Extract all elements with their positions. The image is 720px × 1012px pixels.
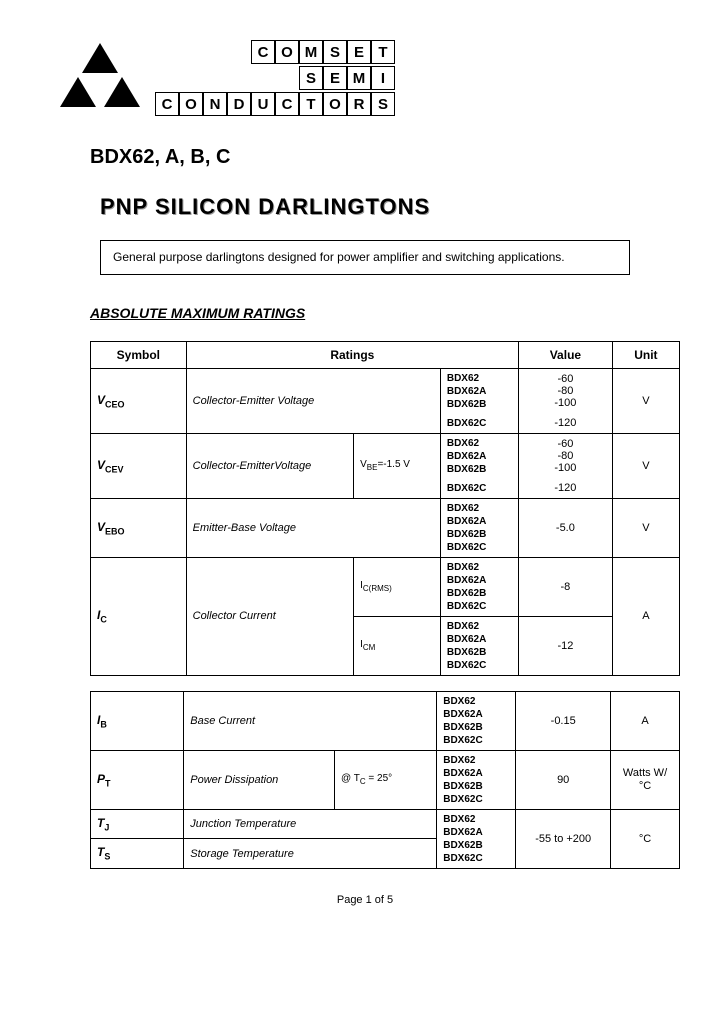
ratings-table-2: IB Base Current BDX62BDX62ABDX62BBDX62C … xyxy=(90,691,680,869)
header-value: Value xyxy=(519,341,613,368)
logo-triangle-icon xyxy=(60,43,140,113)
header-unit: Unit xyxy=(612,341,679,368)
header-ratings: Ratings xyxy=(186,341,518,368)
table-row: PT Power Dissipation @ TC = 25° BDX62BDX… xyxy=(91,750,680,809)
table-row: VEBO Emitter-Base Voltage BDX62BDX62ABDX… xyxy=(91,498,680,557)
section-heading: ABSOLUTE MAXIMUM RATINGS xyxy=(90,305,670,321)
part-number: BDX62, A, B, C xyxy=(90,146,670,169)
description-box: General purpose darlingtons designed for… xyxy=(100,240,630,275)
company-name: COMSET SEMI CONDUCTORS xyxy=(155,40,395,116)
page-footer: Page 1 of 5 xyxy=(60,894,670,906)
company-logo: COMSET SEMI CONDUCTORS xyxy=(60,40,670,116)
table-header-row: Symbol Ratings Value Unit xyxy=(91,341,680,368)
table-row: VCEV Collector-EmitterVoltage VBE=-1.5 V… xyxy=(91,433,680,479)
table-row: VCEO Collector-Emitter Voltage BDX62BDX6… xyxy=(91,368,680,414)
table-row: TJ Junction Temperature BDX62BDX62ABDX62… xyxy=(91,809,680,839)
document-title: PNP SILICON DARLINGTONS xyxy=(100,194,670,220)
table-row: IC Collector Current IC(RMS) BDX62BDX62A… xyxy=(91,557,680,616)
header-symbol: Symbol xyxy=(91,341,187,368)
table-row: IB Base Current BDX62BDX62ABDX62BBDX62C … xyxy=(91,691,680,750)
ratings-table-1: Symbol Ratings Value Unit VCEO Collector… xyxy=(90,341,680,676)
